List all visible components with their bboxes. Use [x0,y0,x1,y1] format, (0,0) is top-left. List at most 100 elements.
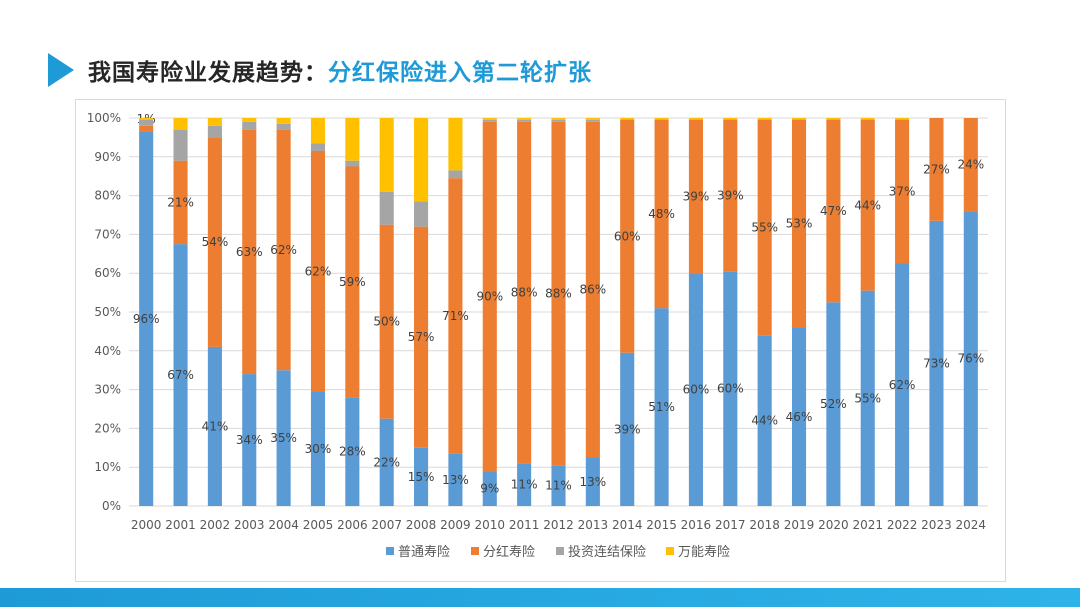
bar-segment [482,118,497,120]
bar-segment [723,271,738,506]
data-label: 90% [476,289,503,303]
legend-swatch [386,547,394,555]
data-label: 39% [683,190,710,204]
bar-segment [345,118,360,161]
data-label: 76% [957,352,984,366]
x-tick-label: 2018 [749,518,780,532]
bar-segment [929,118,944,221]
data-label: 86% [580,283,607,297]
data-label: 44% [751,414,778,428]
x-tick-label: 2000 [131,518,162,532]
bar-segment [757,119,772,336]
data-label: 46% [786,410,813,424]
bar-segment [895,118,910,120]
bar-segment [723,119,738,272]
legend-label: 普通寿险 [398,545,450,560]
bar-segment [654,118,669,120]
bar-segment [654,308,669,506]
data-label: 9% [480,482,499,496]
x-tick-label: 2005 [303,518,334,532]
bar-segment [139,125,154,132]
y-tick-label: 80% [94,189,121,203]
x-tick-label: 2012 [543,518,574,532]
x-tick-label: 2004 [268,518,299,532]
bar-segment [963,118,978,212]
x-tick-label: 2023 [921,518,952,532]
data-label: 22% [373,455,400,469]
bar-segment [791,119,807,328]
bar-segment [482,471,497,506]
x-tick-label: 2006 [337,518,368,532]
chart-frame: 0%10%20%30%40%50%60%70%80%90%100%96%1%20… [75,99,1006,582]
bar-segment [173,160,188,245]
data-label: 55% [854,391,881,405]
bar-segment [517,121,532,464]
bar-segment [688,118,703,120]
y-tick-label: 70% [94,227,121,241]
data-label: 13% [442,473,469,487]
bar-segment [723,118,738,120]
x-tick-label: 2009 [440,518,471,532]
bar-segment [310,143,326,151]
bar-segment [414,226,429,448]
bar-segment [173,129,188,161]
bar-segment [379,118,394,192]
data-label: 11% [511,478,538,492]
data-label: 57% [408,330,435,344]
bar-segment [139,118,154,120]
bar-segment [757,119,772,120]
bar-segment [654,119,669,120]
bar-segment [620,119,635,353]
y-tick-label: 90% [94,150,121,164]
bar-segment [207,118,222,126]
bar-segment [448,118,463,171]
bar-segment [414,118,429,202]
title-main: 我国寿险业发展趋势： [88,60,328,86]
legend-swatch [666,547,674,555]
data-label: 48% [648,207,675,221]
data-label: 27% [923,162,950,176]
data-label: 71% [442,309,469,323]
x-tick-label: 2024 [956,518,987,532]
data-label: 37% [889,185,916,199]
footer-bar [0,588,1080,607]
bar-segment [414,447,429,506]
slide-title: 我国寿险业发展趋势：分红保险进入第二轮扩张 [48,50,592,90]
data-label: 67% [167,368,194,382]
bar-segment [551,119,566,122]
bar-segment [139,119,154,126]
bar-segment [448,178,463,454]
bar-segment [620,352,635,506]
x-tick-label: 2001 [165,518,196,532]
data-label: 96% [133,312,160,326]
bar-segment [242,118,257,122]
bar-segment [757,118,772,120]
bar-segment [826,302,841,506]
bar-segment [276,129,291,371]
x-tick-label: 2022 [887,518,918,532]
bar-segment [826,118,841,120]
bar-segment [276,118,291,124]
data-label: 60% [717,382,744,396]
data-label: 44% [854,198,881,212]
bar-segment [482,121,497,472]
data-label: 11% [545,479,572,493]
bar-segment [345,166,360,398]
y-tick-label: 50% [94,305,121,319]
bar-segment [310,391,326,506]
y-tick-label: 60% [94,266,121,280]
bar-segment [860,290,875,506]
data-label: 62% [305,264,332,278]
bar-segment [585,121,600,458]
x-tick-label: 2015 [646,518,677,532]
bar-segment [242,129,257,375]
x-tick-label: 2007 [371,518,402,532]
bar-segment [414,201,429,227]
data-label: 52% [820,397,847,411]
y-tick-label: 100% [87,111,121,125]
bar-segment [826,119,841,120]
x-tick-label: 2017 [715,518,746,532]
data-label: 63% [236,245,263,259]
bar-segment [826,119,841,303]
bar-segment [379,418,394,506]
